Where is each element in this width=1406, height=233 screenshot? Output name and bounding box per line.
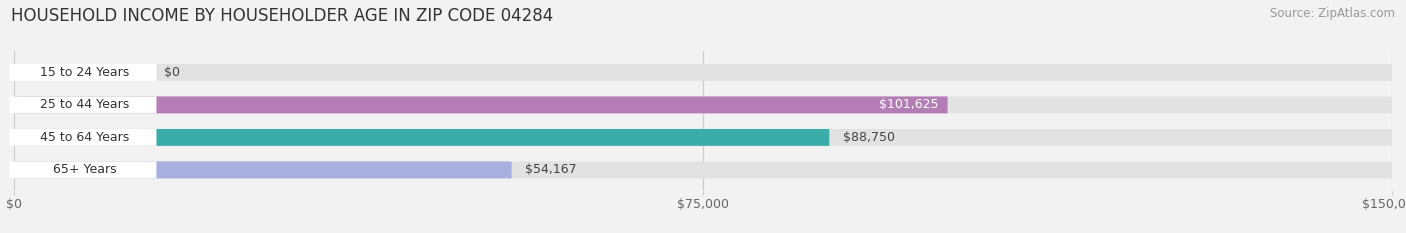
FancyBboxPatch shape: [10, 161, 156, 178]
FancyBboxPatch shape: [14, 64, 1392, 81]
FancyBboxPatch shape: [14, 96, 1392, 113]
Text: 15 to 24 Years: 15 to 24 Years: [39, 66, 129, 79]
FancyBboxPatch shape: [14, 161, 1392, 178]
FancyBboxPatch shape: [14, 161, 512, 178]
FancyBboxPatch shape: [14, 96, 948, 113]
FancyBboxPatch shape: [10, 129, 156, 146]
Text: $0: $0: [163, 66, 180, 79]
FancyBboxPatch shape: [10, 96, 156, 113]
Text: HOUSEHOLD INCOME BY HOUSEHOLDER AGE IN ZIP CODE 04284: HOUSEHOLD INCOME BY HOUSEHOLDER AGE IN Z…: [11, 7, 554, 25]
Text: 25 to 44 Years: 25 to 44 Years: [39, 98, 129, 111]
Text: Source: ZipAtlas.com: Source: ZipAtlas.com: [1270, 7, 1395, 20]
FancyBboxPatch shape: [10, 64, 156, 81]
Text: 65+ Years: 65+ Years: [53, 163, 117, 176]
Text: $101,625: $101,625: [879, 98, 938, 111]
FancyBboxPatch shape: [14, 129, 1392, 146]
FancyBboxPatch shape: [14, 129, 830, 146]
Text: $54,167: $54,167: [526, 163, 576, 176]
Text: 45 to 64 Years: 45 to 64 Years: [39, 131, 129, 144]
Text: $88,750: $88,750: [844, 131, 896, 144]
